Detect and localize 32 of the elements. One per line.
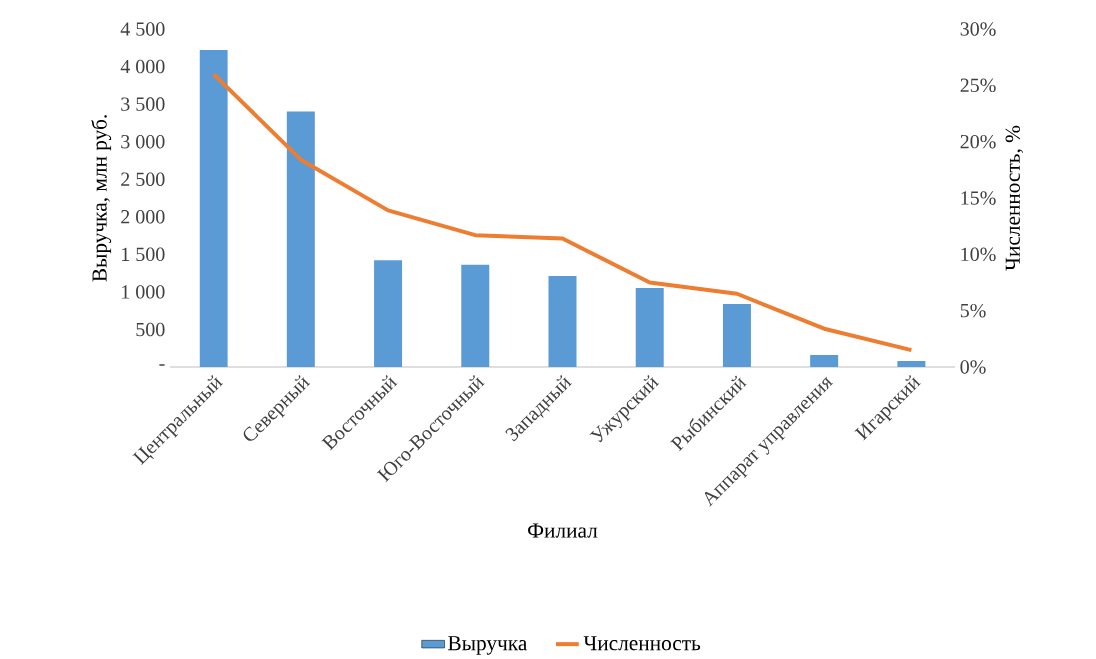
bar (461, 264, 490, 367)
y2-tick-label: 10% (961, 247, 996, 262)
y2-tick-label: 15% (961, 191, 996, 205)
bar (722, 303, 751, 367)
y2-tick-label: 5% (960, 303, 986, 318)
bar (810, 354, 839, 367)
y-tick-label: 2 000 (121, 210, 165, 224)
y2-tick-label: 20% (960, 134, 996, 149)
y-tick-label: 2 500 (121, 172, 165, 186)
legend-label: Выручка (448, 636, 528, 655)
line-series (211, 72, 914, 353)
y-axis-title: Выручка, млн руб. (91, 115, 112, 282)
bar (897, 360, 926, 367)
y2-axis-title: Численность, % (1005, 125, 1023, 271)
y-tick-label: 1 500 (122, 247, 165, 262)
legend-label: Численность (583, 636, 701, 651)
bar (635, 288, 664, 367)
y2-tick-label: 0% (960, 360, 986, 374)
y2-tick-label: 25% (960, 78, 996, 93)
y-tick-label: 3 500 (121, 97, 165, 111)
bar (199, 50, 228, 367)
bar (374, 260, 403, 367)
y2-tick-label: 30% (960, 22, 996, 36)
y-tick-label: 500 (136, 322, 165, 337)
bar (286, 111, 315, 367)
bar (548, 276, 577, 367)
x-axis-title: Филиал (528, 523, 598, 538)
y-tick-label: - (159, 364, 165, 366)
y-tick-label: 3 000 (121, 134, 165, 149)
y-tick-label: 1 000 (122, 285, 165, 299)
y-tick-label: 4 500 (120, 22, 165, 36)
y-tick-label: 4 000 (120, 59, 165, 74)
